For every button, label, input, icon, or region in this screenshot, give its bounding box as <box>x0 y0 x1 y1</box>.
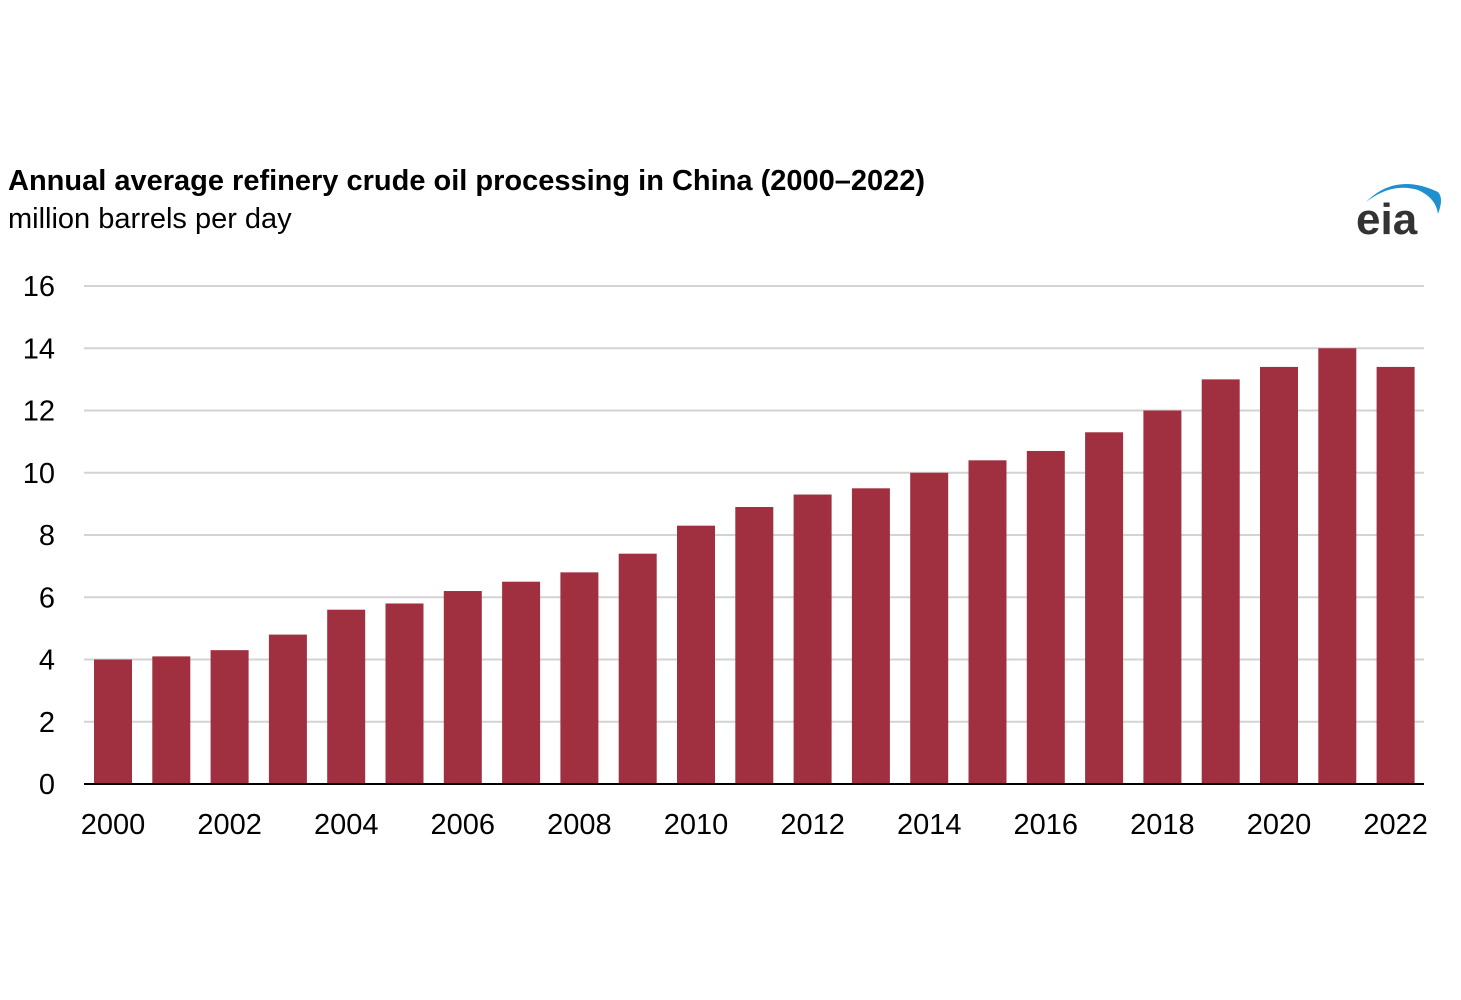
eia-logo-swoosh <box>1366 184 1441 214</box>
x-tick-label: 2006 <box>431 809 496 841</box>
y-tick-label: 10 <box>23 458 55 490</box>
bar-2000 <box>94 659 132 784</box>
bar-2008 <box>560 572 599 784</box>
x-tick-label: 2004 <box>314 809 379 841</box>
y-tick-label: 8 <box>39 520 55 552</box>
bar-2012 <box>793 494 832 784</box>
x-tick-label: 2002 <box>197 809 262 841</box>
x-tick-label: 2010 <box>664 809 729 841</box>
bar-2017 <box>1085 432 1124 784</box>
bar-2010 <box>677 525 715 784</box>
bar-2021 <box>1318 348 1357 784</box>
y-tick-label: 14 <box>23 333 55 365</box>
x-tick-label: 2008 <box>547 809 612 841</box>
y-tick-label: 2 <box>39 707 55 739</box>
eia-logo-icon: eia <box>1356 184 1441 242</box>
x-tick-label: 2018 <box>1130 809 1195 841</box>
x-tick-label: 2012 <box>780 809 845 841</box>
bar-2005 <box>385 603 424 784</box>
bar-2004 <box>327 609 366 784</box>
bar-2022 <box>1376 366 1415 784</box>
bar-2003 <box>268 634 307 784</box>
bar-2020 <box>1260 366 1298 784</box>
bar-2007 <box>502 581 541 784</box>
bar-2019 <box>1201 379 1240 784</box>
x-axis-ticks: 2000 2002 2004 2006 2008 2010 2012 2014 2016 2018… <box>81 809 1428 841</box>
x-tick-label: 2014 <box>897 809 962 841</box>
bar-2013 <box>851 488 890 784</box>
y-tick-label: 4 <box>39 645 55 677</box>
x-tick-label: 2000 <box>81 809 146 841</box>
eia-logo-text: eia <box>1356 195 1418 242</box>
y-tick-label: 6 <box>39 582 55 614</box>
y-axis-ticks: 0 2 4 6 8 10 12 14 16 <box>23 271 55 801</box>
x-tick-label: 2016 <box>1014 809 1079 841</box>
bar-2014 <box>910 472 949 784</box>
y-tick-label: 12 <box>23 396 55 428</box>
x-tick-label: 2020 <box>1247 809 1312 841</box>
bar-2011 <box>735 506 774 784</box>
bar-2009 <box>618 553 657 784</box>
bar-2002 <box>210 650 249 784</box>
bar-2016 <box>1026 450 1065 784</box>
x-tick-label: 2022 <box>1363 809 1428 841</box>
chart-title: Annual average refinery crude oil proces… <box>8 165 926 197</box>
bar-2015 <box>968 460 1007 784</box>
bar-2001 <box>152 656 191 784</box>
chart-subtitle: million barrels per day <box>8 203 292 235</box>
bar-2018 <box>1143 410 1182 784</box>
y-tick-label: 0 <box>39 769 55 801</box>
bars <box>94 348 1415 784</box>
bar-2006 <box>443 591 482 784</box>
y-tick-label: 16 <box>23 271 55 303</box>
